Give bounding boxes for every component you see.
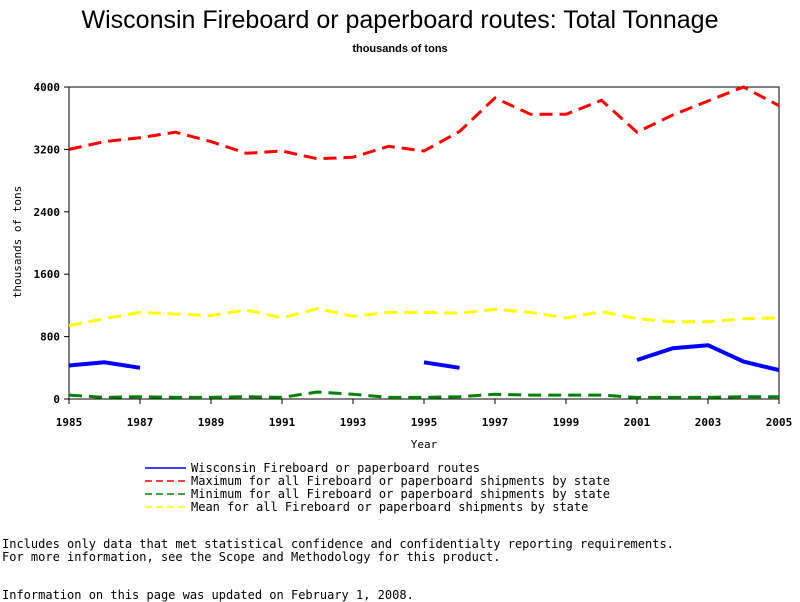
x-tick-label: 1997 [482, 416, 509, 429]
x-tick-label: 1995 [411, 416, 438, 429]
note-methodology: For more information, see the Scope and … [2, 550, 501, 564]
x-tick-label: 2001 [624, 416, 651, 429]
series-0-line [68, 360, 141, 370]
legend-label: Wisconsin Fireboard or paperboard routes [191, 461, 480, 475]
plot-area [68, 86, 780, 400]
series-1-line [68, 85, 780, 161]
series-3-line [68, 307, 780, 328]
y-tick-label: 3200 [34, 143, 61, 156]
series-0-line [423, 360, 460, 370]
x-tick-label: 2005 [766, 416, 793, 429]
x-tick-label: 2003 [695, 416, 722, 429]
x-tick-label: 1989 [198, 416, 225, 429]
note-updated: Information on this page was updated on … [2, 588, 414, 602]
chart-subtitle: thousands of tons [352, 43, 448, 55]
plot-frame [68, 86, 780, 400]
y-tick-label: 800 [40, 331, 60, 344]
x-tick-label: 1993 [340, 416, 367, 429]
legend: Wisconsin Fireboard or paperboard routes… [145, 461, 610, 514]
x-tick-label: 1987 [127, 416, 154, 429]
y-tick-label: 0 [53, 393, 60, 406]
x-axis-ticks: 1985 1987 1989 1991 1993 1995 1997 1999 2001 2003… [56, 399, 793, 429]
x-axis-label: Year [411, 438, 438, 451]
x-tick-label: 1999 [553, 416, 580, 429]
chart-title: Wisconsin Fireboard or paperboard routes… [81, 6, 719, 34]
series-2-line [68, 390, 779, 399]
legend-label: Maximum for all Fireboard or paperboard … [191, 474, 610, 488]
y-tick-label: 2400 [34, 206, 61, 219]
note-confidence: Includes only data that met statistical … [2, 537, 674, 551]
series-layer [68, 85, 780, 399]
y-axis-label: thousands of tons [11, 186, 24, 299]
y-axis-ticks: 0 800 1600 2400 3200 4000 [34, 81, 69, 406]
y-tick-label: 4000 [34, 81, 61, 94]
series-0-line [636, 343, 780, 373]
legend-label: Mean for all Fireboard or paperboard shi… [191, 500, 588, 514]
x-tick-label: 1991 [269, 416, 296, 429]
y-tick-label: 1600 [34, 268, 61, 281]
legend-label: Minimum for all Fireboard or paperboard … [191, 487, 610, 501]
x-tick-label: 1985 [56, 416, 83, 429]
